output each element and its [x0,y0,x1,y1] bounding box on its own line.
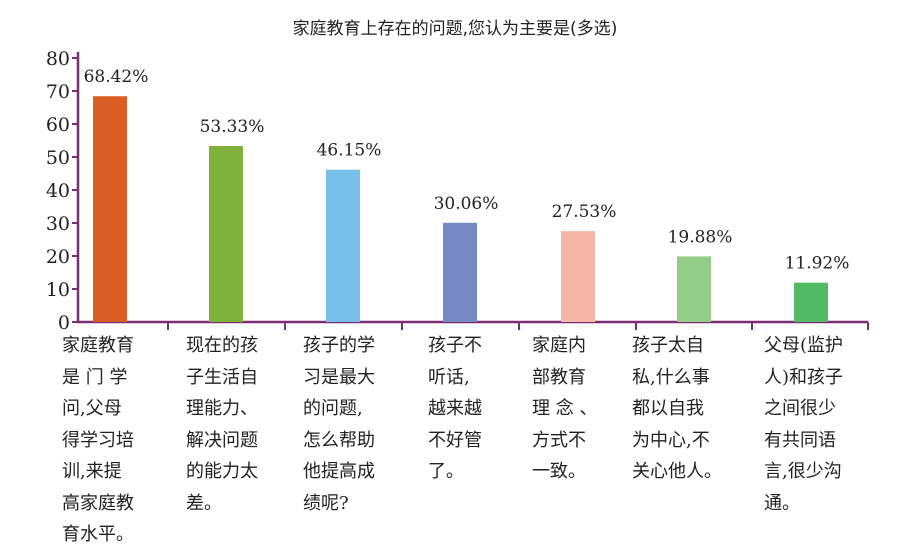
bar [561,231,595,322]
data-label: 27.53% [552,202,617,222]
bar [443,222,477,322]
bar [794,282,828,322]
bar [326,169,360,322]
bar [677,256,711,322]
data-label: 19.88% [668,227,733,247]
bar [93,96,127,323]
x-category-label: 孩子太自 私,什么事 都以自我 为中心,不 关心他人。 [632,335,722,482]
x-category-label: 现在的孩 子生活自 理能力、 解决问题 的能力太 差。 [186,335,258,514]
data-label: 46.15% [317,141,382,161]
x-category-label: 孩子不 听话, 越来越 不好管 了。 [428,335,482,482]
y-tick-label: 10 [46,279,70,301]
chart-title: 家庭教育上存在的问题,您认为主要是(多选) [292,19,618,39]
y-tick-label: 70 [46,81,70,103]
x-category-label: 父母(监护 人)和孩子 之间很少 有共同语 言,很少沟 通。 [764,335,844,514]
x-category-label: 家庭内 部教育 理 念 、 方式不 一致。 [532,335,598,482]
y-tick-label: 40 [46,180,70,202]
x-category-label: 家庭教育 是 门 学 问,父母 得学习培 训,来提 高家庭教 育水平。 [62,335,134,545]
y-tick-label: 80 [46,48,70,70]
data-label: 68.42% [84,67,149,87]
y-tick-label: 50 [46,147,70,169]
data-label: 30.06% [434,194,499,214]
data-label: 11.92% [785,254,850,274]
y-tick-label: 0 [58,312,70,334]
x-category-label: 孩子的学 习是最大 的问题, 怎么帮助 他提高成 绩呢? [303,335,375,514]
data-label: 53.33% [200,117,265,137]
y-tick-label: 60 [46,114,70,136]
y-tick-label: 20 [46,246,70,268]
bar [209,146,243,322]
y-tick-label: 30 [46,213,70,235]
